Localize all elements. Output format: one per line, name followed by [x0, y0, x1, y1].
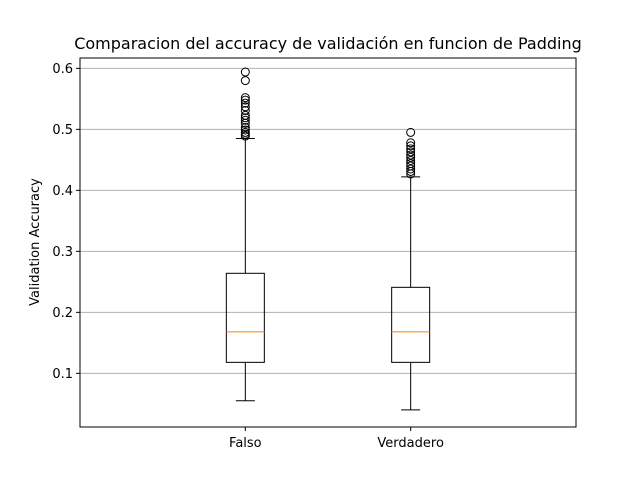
grid-layer	[80, 67, 576, 374]
y-tick-label: 0.4	[52, 184, 73, 199]
outlier-point	[240, 76, 250, 86]
x-tick-label: Falso	[229, 436, 262, 451]
box-group-verdadero	[391, 127, 431, 411]
y-tick-label: 0.3	[52, 245, 73, 260]
outlier-point	[406, 152, 416, 162]
outlier-point	[240, 98, 250, 108]
y-tick-label: 0.1	[52, 367, 73, 382]
outlier-point	[240, 105, 250, 115]
outlier-point	[240, 127, 250, 137]
outlier-point	[240, 115, 250, 125]
outlier-point	[406, 138, 416, 148]
outlier-point	[406, 161, 416, 171]
y-tick-label: 0.5	[52, 123, 73, 138]
iqr-box	[225, 272, 265, 363]
plot-frame	[79, 57, 577, 428]
outlier-point	[240, 95, 250, 105]
outlier-point	[240, 123, 250, 133]
y-tick-label: 0.6	[52, 62, 73, 77]
outlier-point	[406, 164, 416, 174]
outlier-point	[240, 125, 250, 135]
iqr-box	[391, 286, 431, 363]
outlier-point	[406, 159, 416, 169]
outlier-point	[406, 155, 416, 165]
outlier-point	[240, 113, 250, 123]
outlier-point	[406, 127, 416, 137]
outlier-point	[406, 150, 416, 160]
outlier-point	[240, 67, 250, 77]
y-axis-label: Validation Accuracy	[28, 178, 43, 306]
outlier-point	[240, 93, 250, 103]
outlier-point	[406, 141, 416, 151]
outlier-point	[240, 102, 250, 112]
data-layer	[225, 67, 431, 411]
outlier-point	[240, 110, 250, 120]
chart-title: Comparacion del accuracy de validación e…	[74, 34, 582, 53]
box-group-falso	[225, 67, 265, 402]
outlier-point	[406, 144, 416, 154]
outlier-point	[406, 147, 416, 157]
x-tick-label: Verdadero	[377, 436, 444, 451]
y-tick-label: 0.2	[52, 306, 73, 321]
axis-layer: 0.1 0.2 0.3 0.4 0.5 0.6 Falso Verdadero	[52, 62, 444, 451]
